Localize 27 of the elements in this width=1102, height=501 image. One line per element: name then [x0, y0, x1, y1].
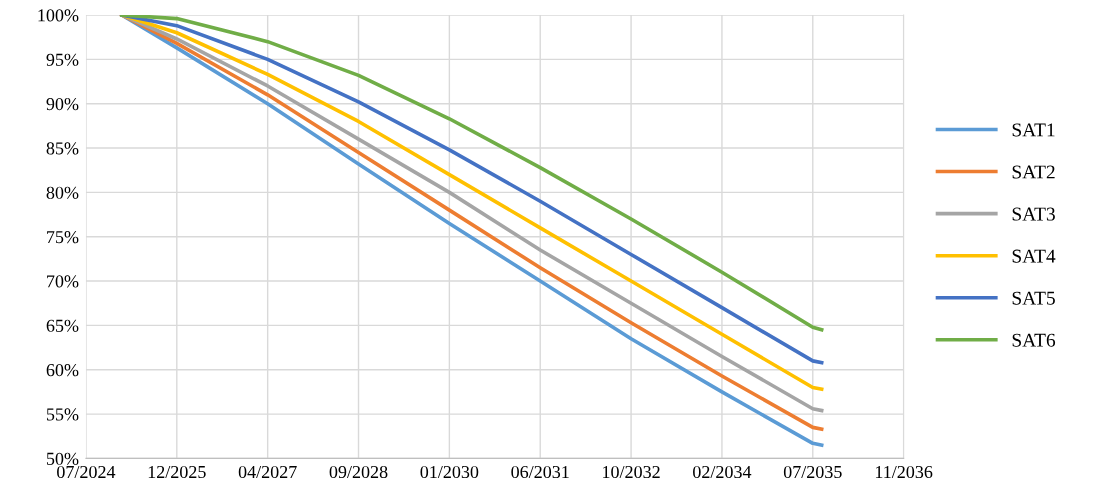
- y-tick-label: 50%: [46, 452, 79, 465]
- y-tick-label: 90%: [46, 97, 79, 111]
- x-tick-label: 04/2027: [238, 465, 297, 479]
- legend-label: SAT5: [1012, 291, 1055, 305]
- y-tick-label: 55%: [46, 408, 79, 421]
- x-tick-label: 07/2035: [783, 465, 842, 479]
- legend-label: SAT3: [1012, 207, 1055, 221]
- y-tick-label: 85%: [46, 142, 79, 155]
- x-tick-label: 07/2024: [57, 465, 116, 479]
- legend-label: SAT1: [1012, 123, 1055, 137]
- x-tick-label: 11/2036: [875, 465, 933, 479]
- legend-label: SAT4: [1012, 249, 1056, 263]
- legend-label: SAT6: [1012, 333, 1056, 347]
- x-tick-label: 01/2030: [420, 465, 479, 479]
- y-tick-label: 80%: [46, 186, 79, 199]
- x-tick-label: 06/2031: [511, 465, 569, 479]
- x-tick-label: 12/2025: [148, 465, 206, 479]
- y-tick-label: 95%: [46, 53, 79, 66]
- y-tick-label: 60%: [46, 364, 79, 377]
- y-tick-label: 100%: [38, 9, 79, 22]
- x-tick-label: 09/2028: [329, 465, 388, 479]
- x-tick-label: 02/2034: [693, 465, 752, 479]
- y-tick-label: 65%: [46, 319, 79, 332]
- x-tick-label: 10/2032: [603, 465, 660, 479]
- y-tick-label: 75%: [47, 230, 79, 244]
- legend-label: SAT2: [1012, 165, 1055, 179]
- y-tick-label: 70%: [47, 275, 79, 288]
